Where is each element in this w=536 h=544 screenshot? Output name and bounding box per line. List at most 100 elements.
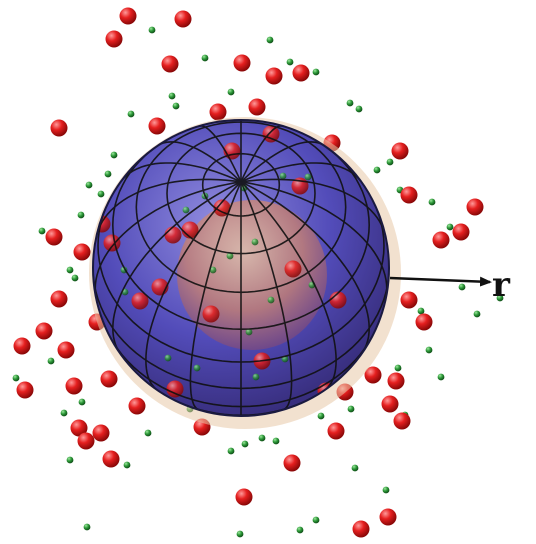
big-particle (129, 398, 146, 415)
small-particle (13, 375, 20, 382)
big-particle (401, 292, 418, 309)
big-particle (293, 65, 310, 82)
big-particle (210, 104, 227, 121)
small-particle (67, 267, 74, 274)
small-particle (105, 171, 112, 178)
small-particle (111, 152, 118, 159)
big-particle (249, 99, 266, 116)
big-particle (284, 455, 301, 472)
big-particle (203, 306, 220, 323)
radius-arrow (390, 278, 490, 282)
small-particle (48, 358, 55, 365)
small-particle (387, 159, 394, 166)
small-particle (395, 365, 402, 372)
radius-label: r (492, 265, 511, 305)
small-particle (287, 59, 294, 66)
big-particle (453, 224, 470, 241)
big-particle (236, 489, 253, 506)
small-particle (352, 465, 359, 472)
small-particle (228, 89, 235, 96)
small-particle (72, 275, 79, 282)
small-particle (268, 297, 275, 304)
small-particle (383, 487, 390, 494)
big-particle (380, 509, 397, 526)
small-particle (429, 199, 436, 206)
big-particle (14, 338, 31, 355)
small-particle (253, 374, 260, 381)
small-particle (318, 413, 325, 420)
big-particle (17, 382, 34, 399)
small-particle (173, 103, 180, 110)
big-particle (51, 291, 68, 308)
big-particle (103, 451, 120, 468)
small-particle (447, 224, 454, 231)
small-particle (194, 365, 201, 372)
small-particle (165, 355, 172, 362)
big-particle (392, 143, 409, 160)
small-particle (86, 182, 93, 189)
small-particle (228, 448, 235, 455)
big-particle (394, 413, 411, 430)
small-particle (67, 457, 74, 464)
big-particle (106, 31, 123, 48)
small-particle (78, 212, 85, 219)
small-particle (183, 207, 190, 214)
big-particle (66, 378, 83, 395)
small-particle (237, 531, 244, 538)
small-particle (169, 93, 176, 100)
small-particle (61, 410, 68, 417)
small-particle (252, 239, 259, 246)
big-particle (149, 118, 166, 135)
big-particle (416, 314, 433, 331)
small-particle (297, 527, 304, 534)
big-particle (382, 396, 399, 413)
big-particle (74, 244, 91, 261)
small-particle (438, 374, 445, 381)
big-particle (51, 120, 68, 137)
big-particle (467, 199, 484, 216)
small-particle (347, 100, 354, 107)
big-particle (36, 323, 53, 340)
small-particle (242, 441, 249, 448)
big-particle (285, 261, 302, 278)
small-particle (202, 55, 209, 62)
small-particle (280, 173, 287, 180)
small-particle (418, 308, 425, 315)
small-particle (149, 27, 156, 34)
small-particle (374, 167, 381, 174)
small-particle (128, 111, 135, 118)
small-particle (84, 524, 91, 531)
small-particle (348, 406, 355, 413)
small-particle (98, 191, 105, 198)
small-particle (124, 462, 131, 469)
small-particle (259, 435, 266, 442)
small-particle (273, 438, 280, 445)
big-particle (93, 425, 110, 442)
small-particle (313, 69, 320, 76)
big-particle (101, 371, 118, 388)
big-particle (78, 433, 95, 450)
big-particle (120, 8, 137, 25)
small-particle (267, 37, 274, 44)
small-particle (426, 347, 433, 354)
big-particle (162, 56, 179, 73)
big-particle (433, 232, 450, 249)
big-particle (234, 55, 251, 72)
big-particle (175, 11, 192, 28)
small-particle (145, 430, 152, 437)
small-particle (459, 284, 466, 291)
big-particle (58, 342, 75, 359)
big-particle (401, 187, 418, 204)
small-particle (79, 399, 86, 406)
big-particle (266, 68, 283, 85)
big-particle (353, 521, 370, 538)
small-particle (305, 174, 312, 181)
big-particle (104, 235, 121, 252)
small-particle (356, 106, 363, 113)
big-particle (46, 229, 63, 246)
small-particle (474, 311, 481, 318)
small-particle (39, 228, 46, 235)
big-particle (328, 423, 345, 440)
